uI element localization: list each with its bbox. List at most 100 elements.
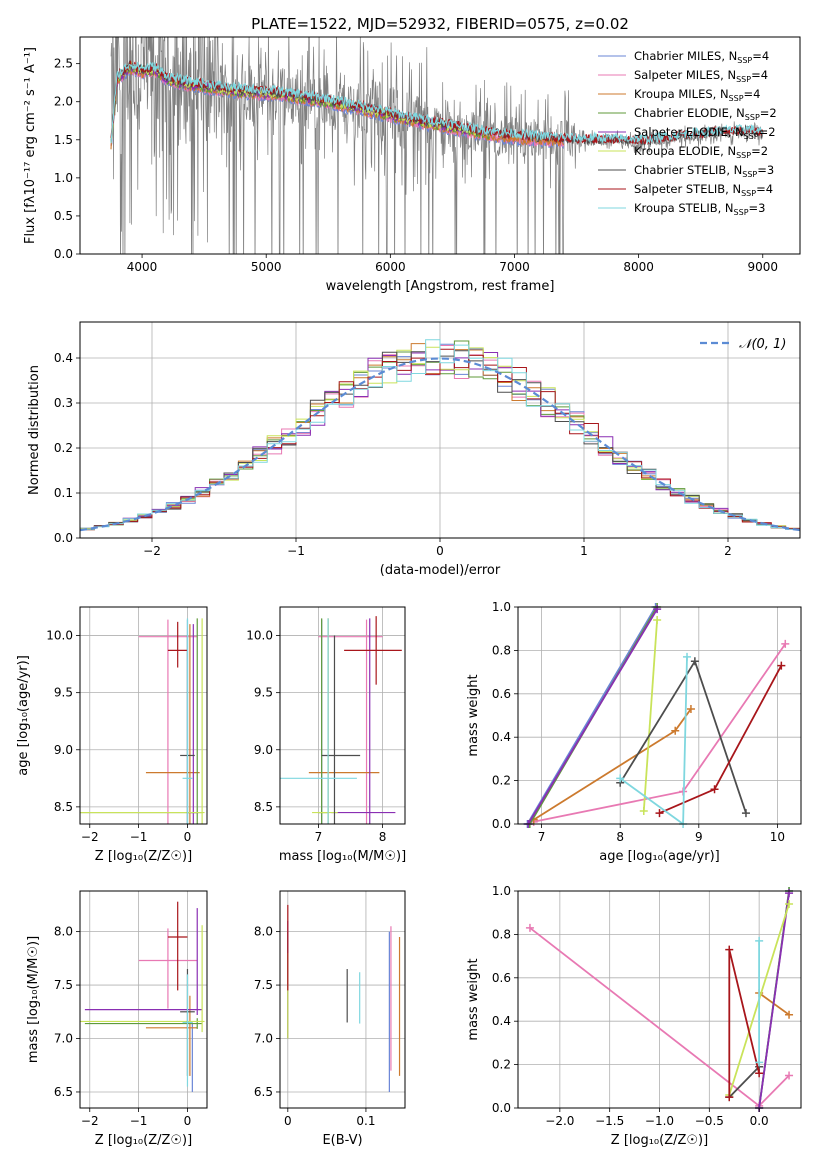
legend-label-2: Kroupa MILES, NSSP=4 (634, 87, 760, 103)
panel-mw-age: 7 8 9 10 0.0 0.2 0.4 0.6 0.8 1.0 age [log₁₀(age/yr… (466, 600, 802, 864)
y-tick-label: 0.0 (492, 1101, 511, 1115)
axes-frame (279, 890, 406, 1109)
panel-age-mass: 7 8 8.5 9.0 9.5 10.0 mass [log₁₀(M/M☉)] (246, 606, 406, 864)
y-tick-label: 0.6 (492, 687, 511, 701)
y-tick-label: 10.0 (46, 629, 73, 643)
y-tick-label: 0.4 (492, 1014, 511, 1028)
x-tick-label: 8 (379, 830, 387, 844)
y-tick-label: 7.5 (54, 978, 73, 992)
mass-weight-line-0 (526, 606, 657, 825)
panel-mass-ebv: 0 0.1 6.5 7.0 7.5 8.0 E(B-V) (254, 890, 406, 1148)
mass-weight-point (525, 923, 534, 932)
y-tick-label: 9.5 (254, 686, 273, 700)
mass-weight-point (785, 1071, 794, 1080)
normal-curve (80, 357, 800, 532)
y-tick-label: 8.5 (254, 800, 273, 814)
histogram-8 (80, 339, 800, 530)
x-tick-label: 4000 (127, 260, 158, 274)
y-tick-label: 6.5 (254, 1085, 273, 1099)
mass-weight-line-7 (728, 949, 760, 1098)
x-tick-label: −2.0 (545, 1114, 574, 1128)
x-tick-label: 7 (315, 830, 323, 844)
y-tick-label: 0.2 (54, 441, 73, 455)
y-tick-label: 7.5 (254, 978, 273, 992)
y-tick-label: 0.8 (492, 927, 511, 941)
mass-weight-point (686, 704, 695, 713)
x-tick-label: 8000 (623, 260, 654, 274)
x-axis-label: age [log₁₀(age/yr)] (599, 849, 720, 864)
plot-area (80, 339, 800, 532)
mass-weight-line-2 (533, 708, 692, 821)
model-spectrum-8 (110, 61, 764, 144)
panel-spectrum: 4000 5000 6000 7000 8000 9000 0.0 0.5 1.0 1.5 2.0 2… (23, 36, 801, 294)
legend-label-1: Salpeter MILES, NSSP=4 (634, 68, 768, 84)
figure-title: PLATE=1522, MJD=52932, FIBERID=0575, z=0… (251, 15, 629, 33)
mass-weight-point (785, 900, 794, 909)
y-tick-label: 2.5 (54, 57, 73, 71)
y-tick-label: 10.0 (246, 629, 273, 643)
x-axis-label: Z [log₁₀(Z/Z☉)] (611, 1133, 708, 1148)
y-axis-label: age [log₁₀(age/yr)] (16, 655, 31, 776)
axes-frame (79, 606, 208, 825)
x-tick-label: −1 (130, 830, 148, 844)
x-tick-label: 9000 (747, 260, 778, 274)
mass-weight-point (755, 1069, 764, 1078)
x-tick-label: 1 (580, 544, 588, 558)
x-tick-label: −1 (287, 544, 305, 558)
x-axis-label: Z [log₁₀(Z/Z☉)] (95, 849, 192, 864)
mass-weight-line-5 (642, 619, 658, 812)
x-tick-label: 8 (616, 830, 624, 844)
y-axis-label: mass [log₁₀(M/M☉)] (26, 936, 41, 1063)
x-axis-label: Z [log₁₀(Z/Z☉)] (95, 1133, 192, 1148)
y-tick-label: 1.0 (492, 600, 511, 614)
y-tick-label: 1.0 (492, 884, 511, 898)
mass-weight-point (710, 785, 719, 794)
y-tick-label: 0.4 (492, 730, 511, 744)
panel-mass-Z: −2 −1 0 6.5 7.0 7.5 8.0 Z [log₁₀(Z/Z☉)] mass [lo… (26, 890, 208, 1148)
mass-weight-line-4 (758, 893, 790, 1109)
legend-label-8: Kroupa STELIB, NSSP=3 (634, 201, 765, 217)
legend-label-0: Chabrier MILES, NSSP=4 (634, 49, 769, 65)
y-tick-label: 9.0 (254, 743, 273, 757)
y-tick-label: 0.8 (492, 643, 511, 657)
mass-weight-point (781, 639, 790, 648)
mass-weight-point (655, 809, 664, 818)
x-tick-label: −1.5 (595, 1114, 624, 1128)
panel-residuals: −2 −1 0 1 2 0.0 0.1 0.2 0.3 0.4 (data-model)/error… (27, 321, 801, 578)
x-tick-label: −2 (143, 544, 161, 558)
y-tick-label: 6.5 (54, 1085, 73, 1099)
y-tick-label: 9.0 (54, 743, 73, 757)
y-tick-label: 8.0 (54, 925, 73, 939)
y-tick-label: 0.5 (54, 209, 73, 223)
x-tick-label: 0 (184, 1114, 192, 1128)
mass-weight-point (671, 726, 680, 735)
legend-label-3: Chabrier ELODIE, NSSP=2 (634, 106, 777, 122)
y-tick-label: 2.0 (54, 95, 73, 109)
y-tick-label: 0.6 (492, 971, 511, 985)
y-tick-label: 7.0 (54, 1032, 73, 1046)
y-axis-label: mass weight (466, 674, 481, 756)
legend-label-7: Salpeter STELIB, NSSP=4 (634, 182, 773, 198)
panel-mw-Z: −2.0 −1.5 −1.0 −0.5 0.0 0.0 0.2 0.4 0.6 0.8 1.0 Z [… (466, 884, 802, 1148)
y-axis-label: mass weight (466, 958, 481, 1040)
x-tick-label: 0.1 (356, 1114, 375, 1128)
y-tick-label: 0.0 (492, 817, 511, 831)
x-tick-label: −2 (81, 830, 99, 844)
y-tick-label: 0.0 (54, 531, 73, 545)
x-tick-label: 7000 (499, 260, 530, 274)
mass-weight-point (683, 652, 692, 661)
mass-weight-point (725, 1093, 734, 1102)
mass-weight-point (639, 806, 648, 815)
x-tick-label: −2 (81, 1114, 99, 1128)
x-tick-label: −1 (130, 1114, 148, 1128)
plot-area (280, 616, 402, 824)
x-tick-label: 0.0 (750, 1114, 769, 1128)
x-tick-label: −1.0 (645, 1114, 674, 1128)
x-axis-label: mass [log₁₀(M/M☉)] (279, 849, 406, 864)
y-tick-label: 0.2 (492, 774, 511, 788)
axes-frame (517, 606, 802, 825)
mass-weight-point (777, 661, 786, 670)
x-tick-label: 0 (284, 1114, 292, 1128)
legend-label: 𝒩(0, 1) (739, 337, 786, 352)
